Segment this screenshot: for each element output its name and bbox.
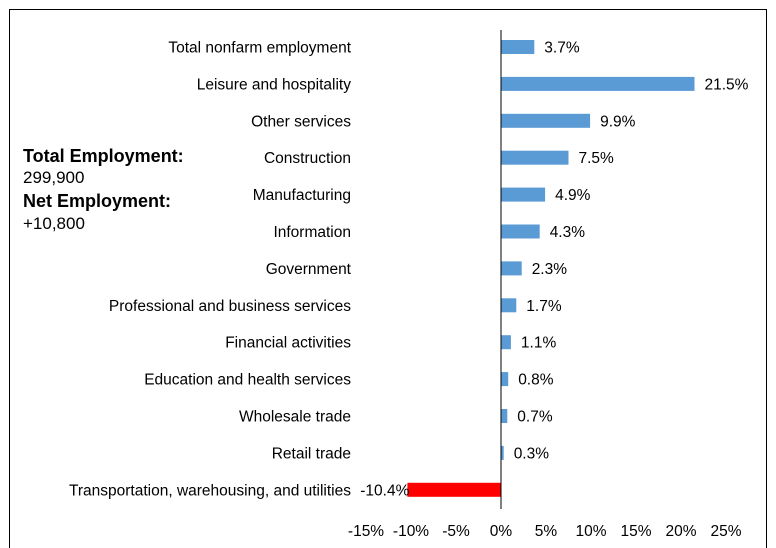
value-label-financial-activities: 1.1%: [521, 335, 557, 352]
employment-annotation: Total Employment: 299,900 Net Employment…: [23, 146, 184, 233]
bar-leisure-and-hospitality: [501, 76, 695, 91]
category-label-transportation-warehousing-and-utilities: Transportation, warehousing, and utiliti…: [69, 482, 351, 499]
bar-manufacturing: [501, 187, 546, 202]
category-label-wholesale-trade: Wholesale trade: [239, 409, 351, 426]
bar-retail-trade: [501, 445, 504, 460]
total-employment-label: Total Employment:: [23, 146, 184, 166]
bar-series: [407, 40, 695, 497]
value-label-leisure-and-hospitality: 21.5%: [705, 76, 749, 93]
value-label-other-services: 9.9%: [600, 113, 636, 130]
bar-financial-activities: [501, 335, 511, 350]
value-label-manufacturing: 4.9%: [555, 187, 591, 204]
value-label-total-nonfarm-employment: 3.7%: [544, 40, 580, 57]
category-label-retail-trade: Retail trade: [272, 445, 351, 462]
net-employment-value: +10,800: [23, 214, 85, 233]
value-label-government: 2.3%: [532, 261, 568, 278]
x-tick-label: 25%: [710, 523, 741, 540]
bar-transportation-warehousing-and-utilities: [407, 482, 501, 497]
value-label-information: 4.3%: [550, 224, 586, 241]
x-tick-label: -10%: [393, 523, 429, 540]
bar-government: [501, 261, 522, 276]
x-tick-label: 0%: [490, 523, 513, 540]
bar-total-nonfarm-employment: [501, 40, 535, 54]
value-label-wholesale-trade: 0.7%: [517, 409, 553, 426]
category-label-financial-activities: Financial activities: [225, 335, 351, 352]
value-label-professional-and-business-services: 1.7%: [526, 298, 562, 315]
x-tick-label: 5%: [535, 523, 558, 540]
category-label-information: Information: [273, 224, 351, 241]
bar-construction: [501, 150, 569, 165]
total-employment-value: 299,900: [23, 168, 84, 187]
category-label-construction: Construction: [264, 150, 351, 167]
bar-other-services: [501, 113, 591, 128]
bar-wholesale-trade: [501, 409, 508, 423]
category-label-professional-and-business-services: Professional and business services: [109, 298, 351, 315]
category-label-manufacturing: Manufacturing: [253, 187, 351, 204]
x-tick-label: 15%: [620, 523, 651, 540]
bar-information: [501, 224, 540, 239]
x-tick-label: -5%: [442, 523, 470, 540]
x-tick-label: -15%: [348, 523, 384, 540]
category-label-other-services: Other services: [251, 113, 351, 130]
net-employment-label: Net Employment:: [23, 191, 171, 211]
x-tick-label: 10%: [575, 523, 606, 540]
category-label-total-nonfarm-employment: Total nonfarm employment: [168, 40, 351, 57]
value-label-construction: 7.5%: [579, 150, 615, 167]
value-labels: 3.7% 21.5% 9.9% 7.5% 4.9% 4.3% 2.3% 1.7% 1.1% 0.8…: [360, 40, 748, 500]
x-tick-label: 20%: [665, 523, 696, 540]
bar-education-and-health-services: [501, 372, 509, 387]
category-label-leisure-and-hospitality: Leisure and hospitality: [197, 76, 351, 93]
chart-frame: [9, 9, 767, 548]
category-label-government: Government: [266, 261, 352, 278]
x-tick-labels: -15% -10% -5% 0% 5% 10% 15% 20% 25%: [348, 523, 742, 540]
category-label-education-and-health-services: Education and health services: [144, 372, 351, 389]
bar-professional-and-business-services: [501, 298, 517, 313]
value-label-retail-trade: 0.3%: [514, 445, 550, 462]
value-label-education-and-health-services: 0.8%: [518, 372, 554, 389]
value-label-transportation-warehousing-and-utilities: -10.4%: [360, 482, 409, 499]
category-labels: Total nonfarm employment Leisure and hosp…: [69, 40, 352, 500]
